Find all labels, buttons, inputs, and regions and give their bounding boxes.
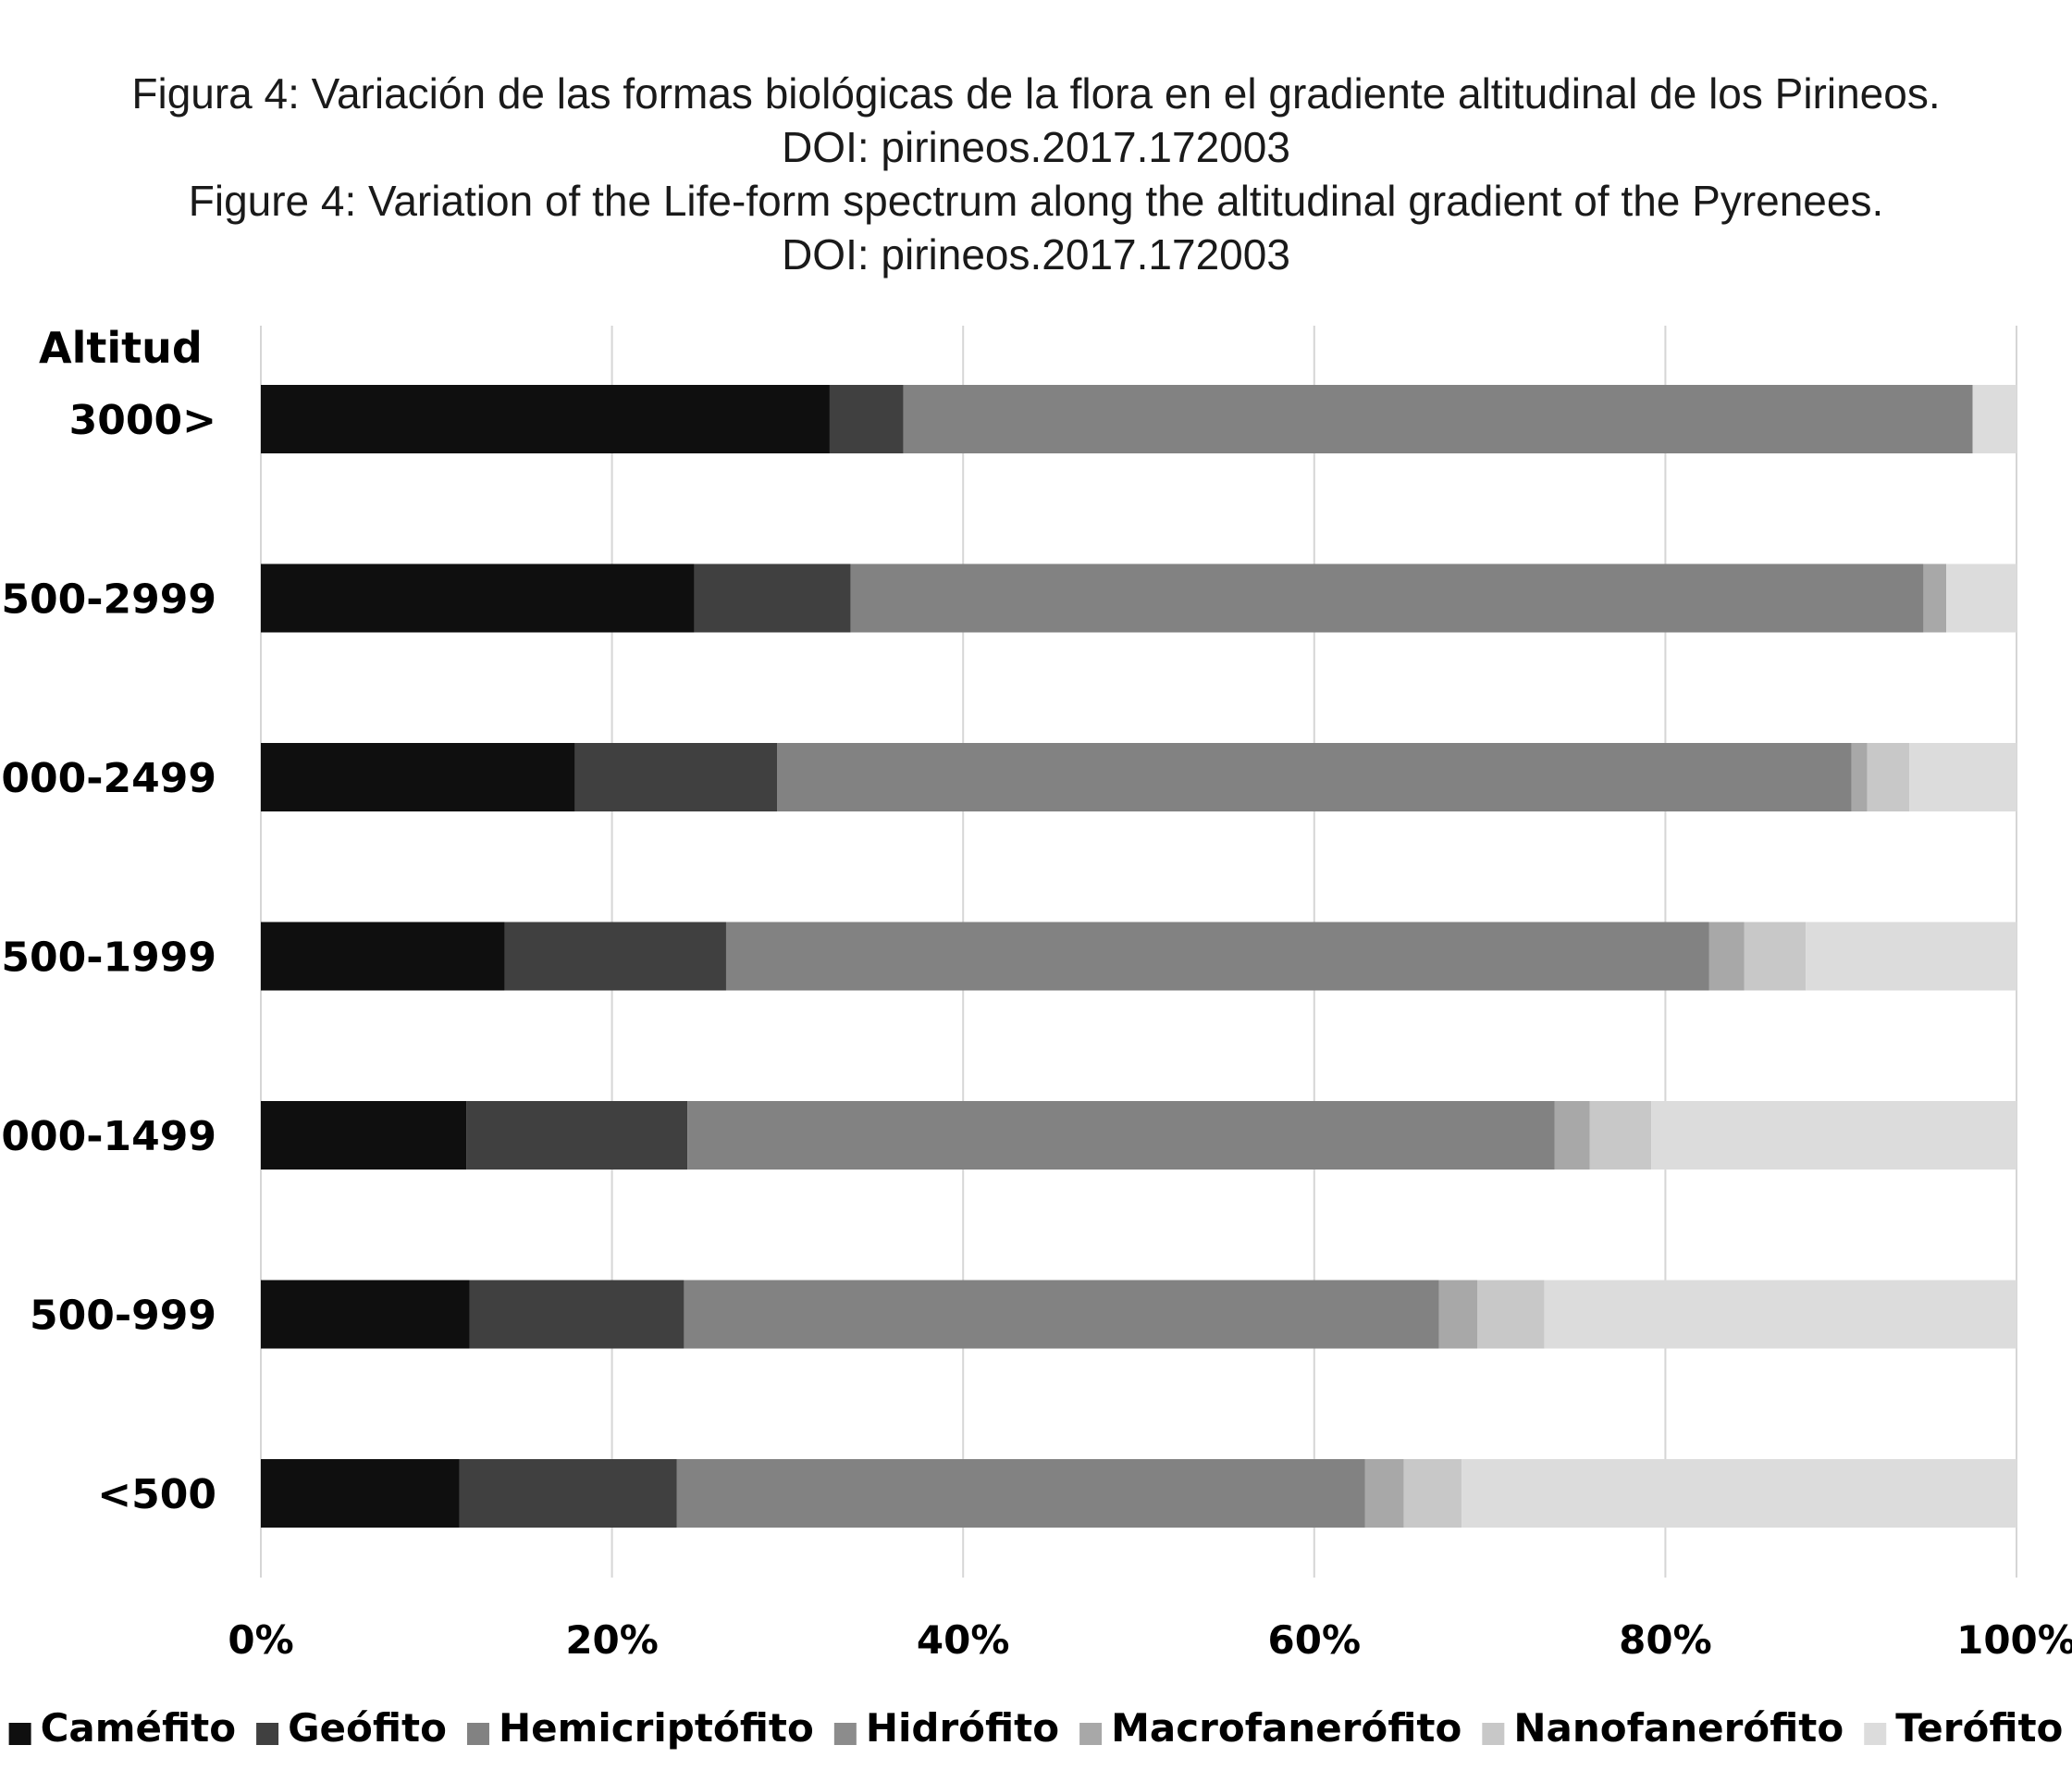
legend-item: Geófito [256, 1705, 447, 1751]
legend-label: Nanofanerófito [1513, 1705, 1844, 1751]
bar-segment [1462, 1459, 2016, 1528]
legend: Caméfito Geófito Hemicriptófito Hidrófito Ma… [8, 1705, 2063, 1751]
bar-segment [261, 385, 830, 453]
bar-segment [725, 922, 1709, 991]
legend-swatch [1864, 1723, 1887, 1745]
caption-es-line2: DOI: pirineos.2017.172003 [782, 123, 1290, 171]
bar-segment [459, 1459, 677, 1528]
bar-segment [676, 1459, 1365, 1528]
bar-segment [261, 743, 575, 811]
x-tick-label: 60% [1268, 1617, 1362, 1663]
bar-segment [504, 922, 726, 991]
y-axis-title: Altitud [39, 323, 203, 373]
legend-swatch [8, 1723, 31, 1745]
legend-item: Macrofanerófito [1079, 1705, 1462, 1751]
bar-segment [694, 563, 851, 633]
legend-swatch [1079, 1723, 1103, 1745]
bar-segment [1554, 1101, 1590, 1170]
bar-segment [1589, 1101, 1652, 1170]
bar-segment [1946, 563, 2016, 633]
bar-segment [687, 1101, 1555, 1170]
bar-segment [1708, 922, 1745, 991]
legend-label: Hemicriptófito [499, 1705, 814, 1751]
bars [261, 385, 2016, 1528]
legend-item: Hidrófito [833, 1705, 1059, 1751]
bar-segment [684, 1280, 1439, 1349]
category-label: 2000-2499 [0, 755, 216, 802]
legend-label: Macrofanerófito [1111, 1705, 1462, 1751]
legend-item: Hemicriptófito [466, 1705, 814, 1751]
category-label: 1000-1499 [0, 1113, 216, 1160]
x-tick-label: 40% [917, 1617, 1010, 1663]
bar-segment [261, 1459, 460, 1528]
bar-segment [261, 1280, 470, 1349]
legend-label: Geófito [288, 1705, 447, 1751]
x-tick-label: 80% [1619, 1617, 1712, 1663]
bar-segment [1806, 922, 2016, 991]
bar-segment [1867, 743, 1910, 811]
legend-swatch [256, 1723, 279, 1745]
bar-segment [1403, 1459, 1462, 1528]
bar-segment [1851, 743, 1868, 811]
category-label: 500-999 [30, 1293, 216, 1340]
bar-segment [1544, 1280, 2016, 1349]
category-label: 2500-2999 [0, 576, 216, 624]
legend-swatch [1482, 1723, 1505, 1745]
bar-segment [1651, 1101, 2016, 1170]
x-tick-label: 0% [228, 1617, 293, 1663]
caption-es-line1: Figura 4: Variación de las formas biológ… [131, 69, 1941, 118]
bar-segment [261, 563, 695, 633]
bar-segment [850, 563, 1924, 633]
bar-segment [1909, 743, 2016, 811]
category-label: <500 [97, 1471, 216, 1518]
bar-segment [469, 1280, 684, 1349]
caption-en-line1: Figure 4: Variation of the Life-form spe… [188, 177, 1884, 225]
legend-item: Terófito [1864, 1705, 2063, 1751]
axis-labels: 0% 20% 40% 60% 80% 100% Altitud 3000> 2500-2999 2… [0, 323, 2072, 1663]
bar-segment [1364, 1459, 1404, 1528]
bar-segment [261, 922, 505, 991]
category-label: 3000> [69, 397, 216, 444]
caption-en-line2: DOI: pirineos.2017.172003 [782, 230, 1290, 278]
bar-segment [829, 385, 904, 453]
legend-label: Terófito [1895, 1705, 2063, 1751]
bar-segment [1744, 922, 1807, 991]
category-label: 1500-1999 [0, 935, 216, 982]
legend-swatch [466, 1723, 489, 1745]
bar-segment [1477, 1280, 1545, 1349]
legend-item: Caméfito [8, 1705, 236, 1751]
bar-segment [1438, 1280, 1478, 1349]
bar-segment [261, 1101, 467, 1170]
bar-segment [574, 743, 778, 811]
bar-segment [466, 1101, 688, 1170]
bar-segment [1972, 385, 2016, 453]
bar-segment [777, 743, 1852, 811]
legend-label: Hidrófito [866, 1705, 1059, 1751]
legend-label: Caméfito [41, 1705, 236, 1751]
legend-item: Nanofanerófito [1482, 1705, 1844, 1751]
legend-swatch [833, 1723, 857, 1745]
bar-segment [903, 385, 1973, 453]
bar-segment [1923, 563, 1947, 633]
x-tick-label: 100% [1956, 1617, 2072, 1663]
x-tick-label: 20% [565, 1617, 659, 1663]
